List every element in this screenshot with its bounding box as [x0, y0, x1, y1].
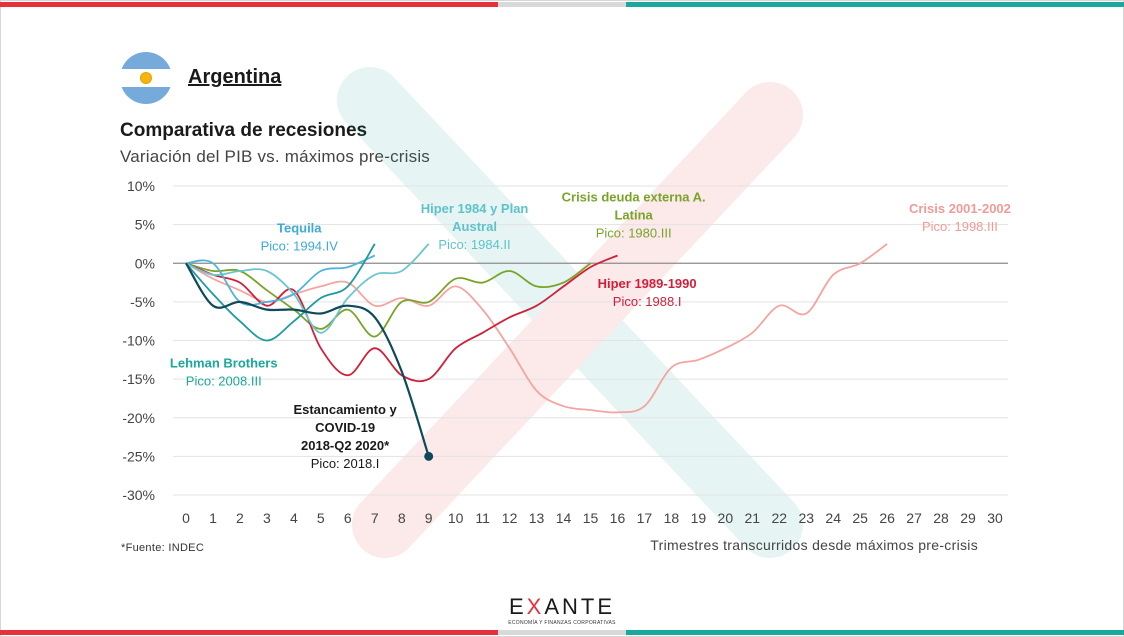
y-tick-label: -5%: [130, 294, 155, 310]
series-peak-label: Pico: 1980.III: [596, 225, 672, 240]
series-line-4: [185, 254, 376, 306]
x-tick-label: 18: [664, 510, 680, 526]
series-line-6: [185, 262, 430, 457]
series-line-0: [185, 243, 888, 414]
x-tick-label: 19: [691, 510, 707, 526]
x-tick-label: 11: [475, 510, 490, 526]
x-tick-label: 20: [718, 510, 734, 526]
logo-tagline: ECONOMÍA Y FINANZAS CORPORATIVAS: [508, 620, 616, 626]
series-label: Hiper 1989-1990: [598, 276, 697, 291]
x-tick-label: 3: [263, 510, 271, 526]
x-axis-label: Trimestres transcurridos desde máximos p…: [650, 537, 978, 553]
exante-logo: EXANTE ECONOMÍA Y FINANZAS CORPORATIVAS: [504, 594, 620, 627]
series-line-3: [185, 243, 430, 334]
y-tick-label: -15%: [122, 371, 155, 387]
x-tick-label: 15: [583, 510, 599, 526]
source-note: *Fuente: INDEC: [121, 542, 205, 554]
x-tick-label: 7: [371, 510, 379, 526]
x-tick-label: 25: [852, 510, 868, 526]
series-label: Estancamiento y: [293, 402, 397, 417]
y-tick-label: 5%: [135, 217, 155, 233]
top-color-stripe: [0, 2, 1124, 7]
series-label: 2018-Q2 2020*: [301, 438, 390, 453]
x-tick-label: 30: [987, 510, 1003, 526]
x-tick-label: 2: [236, 510, 244, 526]
x-tick-label: 16: [610, 510, 626, 526]
series-line-1: [185, 262, 592, 338]
bottom-color-stripe: [0, 630, 1124, 635]
series-peak-label: Pico: 1994.IV: [261, 238, 339, 253]
x-tick-label: 23: [798, 510, 814, 526]
series-label: Crisis deuda externa A.: [562, 189, 706, 204]
series-label: COVID-19: [315, 420, 375, 435]
series-label: Tequila: [277, 220, 322, 235]
chart-title: Comparativa de recesiones: [120, 120, 368, 141]
x-tick-label: 0: [182, 510, 190, 526]
x-tick-label: 24: [825, 510, 841, 526]
argentina-flag-icon: [120, 52, 172, 104]
series-peak-label: Pico: 2018.I: [311, 456, 380, 471]
series-peak-label: Pico: 2008.III: [186, 374, 262, 389]
country-title: Argentina: [188, 66, 282, 88]
y-tick-label: 0%: [135, 255, 155, 271]
x-tick-label: 29: [960, 510, 976, 526]
y-tick-label: -10%: [122, 333, 155, 349]
x-tick-label: 27: [906, 510, 922, 526]
series-label: Austral: [452, 219, 497, 234]
x-tick-label: 17: [637, 510, 653, 526]
series-peak-label: Pico: 1988.I: [613, 294, 682, 309]
x-tick-label: 6: [344, 510, 352, 526]
series-label: Latina: [614, 207, 653, 222]
x-tick-label: 13: [529, 510, 545, 526]
chart-subtitle: Variación del PIB vs. máximos pre-crisis: [120, 147, 430, 166]
series-label: Hiper 1984 y Plan: [421, 201, 529, 216]
series-line-5: [185, 243, 376, 342]
x-tick-label: 9: [425, 510, 433, 526]
series-peak-label: Pico: 1998.III: [922, 219, 998, 234]
x-tick-label: 21: [745, 510, 761, 526]
x-tick-label: 5: [317, 510, 325, 526]
x-tick-label: 8: [398, 510, 406, 526]
series-end-marker: [424, 451, 434, 461]
x-tick-label: 12: [502, 510, 518, 526]
exante-x-watermark: [337, 67, 803, 558]
x-tick-label: 22: [771, 510, 787, 526]
logo-letter-x: X: [526, 594, 545, 619]
y-tick-label: 10%: [127, 178, 155, 194]
y-tick-label: -30%: [122, 487, 155, 503]
logo-letter-e: E: [508, 594, 527, 619]
x-tick-label: 4: [290, 510, 298, 526]
series-peak-label: Pico: 1984.II: [438, 237, 510, 252]
x-tick-label: 26: [879, 510, 895, 526]
logo-letters-ante: ANTE: [544, 594, 616, 619]
y-tick-label: -20%: [122, 410, 155, 426]
x-tick-label: 14: [556, 510, 572, 526]
series-label: Lehman Brothers: [170, 356, 278, 371]
series-line-2: [185, 254, 618, 383]
series-label: Crisis 2001-2002: [909, 201, 1011, 216]
x-tick-label: 1: [209, 510, 217, 526]
x-tick-label: 28: [933, 510, 949, 526]
y-tick-label: -25%: [122, 448, 155, 464]
x-tick-label: 10: [448, 510, 464, 526]
